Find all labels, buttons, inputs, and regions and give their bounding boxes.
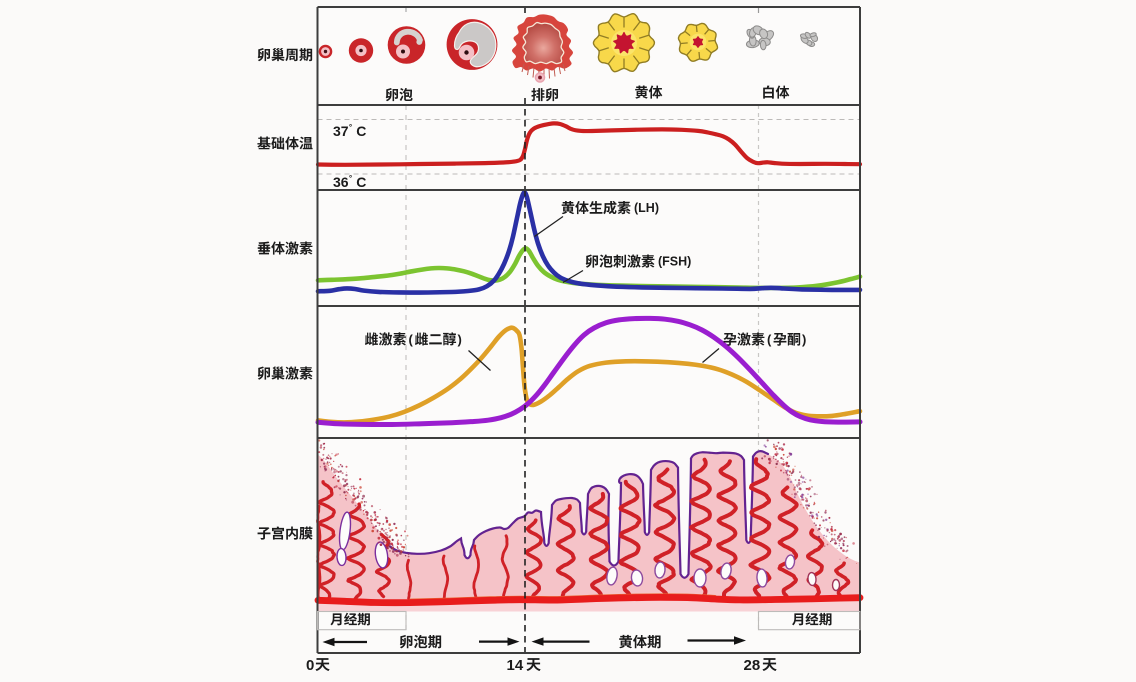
svg-text:(FSH): (FSH) — [658, 255, 691, 269]
svg-text:28: 28 — [744, 657, 761, 674]
svg-text:(LH): (LH) — [634, 201, 659, 215]
svg-text:36˚ C: 36˚ C — [333, 174, 366, 190]
svg-text:(: ( — [767, 332, 772, 347]
svg-text:(: ( — [409, 332, 414, 347]
svg-text:37˚ C: 37˚ C — [333, 123, 366, 139]
svg-text:14: 14 — [507, 657, 524, 674]
svg-text:0: 0 — [306, 657, 314, 674]
svg-text:): ) — [802, 332, 806, 347]
svg-text:): ) — [458, 332, 462, 347]
